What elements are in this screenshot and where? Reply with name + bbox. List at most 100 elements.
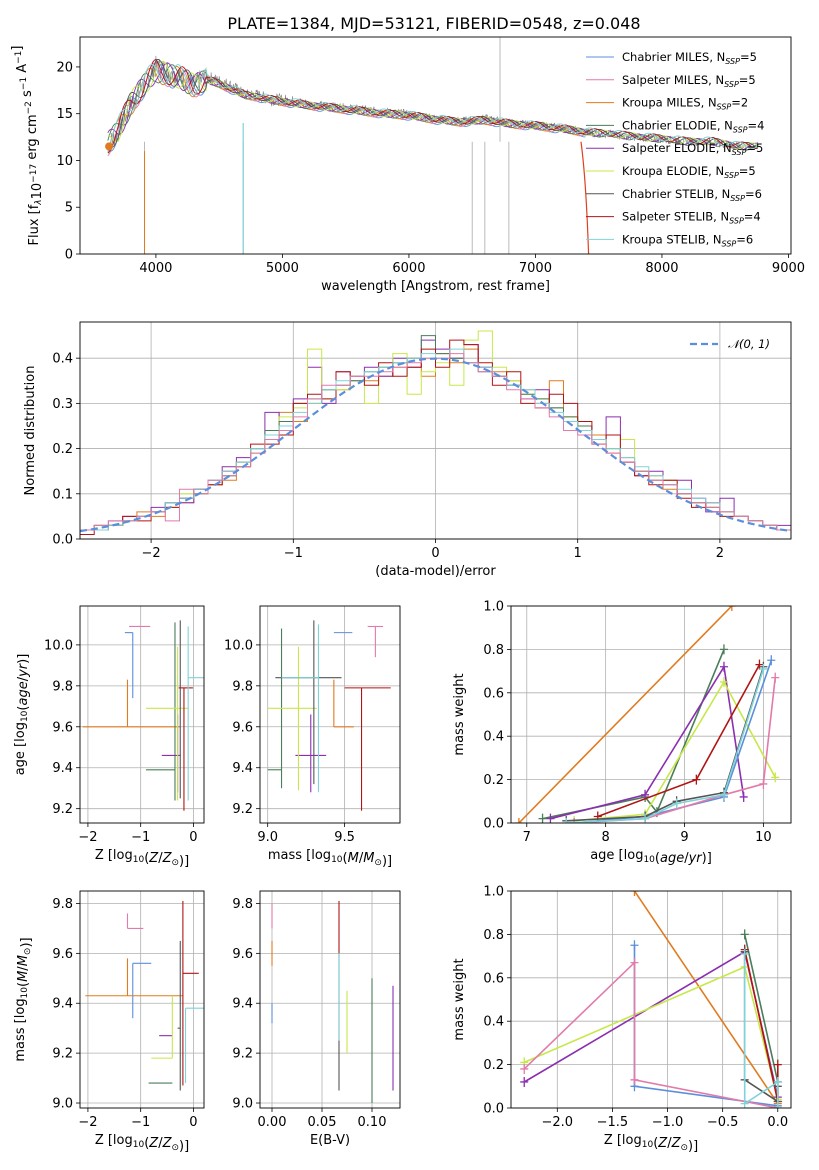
y-tick-label: 1.0 [483,600,504,615]
y-tick-label: 9.6 [52,947,73,962]
residuals-frame [79,321,792,540]
weight_vs_z-frame [510,890,792,1109]
y-tick-label: 0.2 [52,442,73,457]
legend-label: 𝒩(0, 1) [728,337,770,351]
gaussian-curve [80,357,791,533]
mass_vs_ebv-plot-area [271,900,394,1104]
x-tick-label: 9 [680,830,688,845]
x-tick-label: 1 [574,546,582,561]
x-tick-label: 8 [602,830,610,845]
y-tick-label: 0.0 [483,817,504,832]
weight-point [719,661,728,672]
x-tick-label: −1.5 [597,1115,629,1130]
weight-point [773,1076,782,1087]
weight-point [740,1098,749,1108]
x-tick-label: −2 [142,546,161,561]
mass_vs_z-frame [79,890,205,1109]
spectrum-panel: 4000 5000 6000 7000 8000 9000 0 5 10 15 20 waveleng… [10,36,805,294]
y-tick-label: 0.2 [483,1058,504,1073]
weight-point [672,798,681,809]
weight-point [719,676,728,687]
y-tick-label: 9.4 [232,761,253,776]
weight-point [520,1076,529,1087]
age_vs_z-panel: −2 −1 0 9.2 9.4 9.6 9.8 10.0 Z [log10(Z/Z⊙)] age … [13,605,205,869]
x-tick-label: 0.0 [767,1115,788,1130]
weight-point [630,891,639,896]
weight_vs_z-panel: −2.0 −1.5 −1.0 −0.5 0.0 0.0 0.2 0.4 0.6 0.8 1.0 Z [… [452,885,792,1154]
age_vs_mass-plot-area [267,620,391,811]
weight-line [743,934,779,1083]
y-tick-label: 0.6 [483,971,504,986]
weight-point [740,948,749,959]
spectrum-model-drop [580,141,590,254]
y-tick-label: 9.8 [232,679,253,694]
weight-line [743,953,779,1108]
y-tick-label: 0.4 [483,1015,504,1030]
weight_vs_age-xlabel: age [log10(age/yr)] [590,848,712,866]
y-tick-label: 9.4 [232,997,253,1012]
weight-line [574,680,776,822]
x-tick-label: −2 [78,830,97,845]
weight_vs_z-ylabel: mass weight [452,958,467,1040]
y-tick-label: 9.2 [52,1047,73,1062]
mass_vs_ebv-frame [259,890,401,1109]
x-tick-label: 2 [716,546,724,561]
spectrum-plot-area [105,37,759,254]
weight-point [546,813,555,823]
mass_vs_z-panel: −2 −1 0 9.0 9.2 9.4 9.6 9.8 Z [log10(Z/Z⊙)] mass … [13,890,205,1154]
x-tick-label: −1.0 [652,1115,684,1130]
y-tick-label: 9.2 [232,1047,253,1062]
y-tick-label: 20 [56,60,73,75]
legend-label: Salpeter STELIB, NSSP=4 [622,210,761,226]
weight_vs_age-plot-area [514,606,780,823]
mass_vs_ebv-xlabel: E(B-V) [310,1133,350,1148]
x-tick-label: −2.0 [542,1115,574,1130]
x-tick-label: 9.0 [257,830,278,845]
age_vs_z-ylabel: age [log10(age/yr)] [13,654,31,776]
y-tick-label: 5 [65,201,73,216]
weight-point [719,644,728,655]
weight-point [755,659,764,670]
age_vs_mass-xlabel: mass [log10(M/M⊙)] [268,848,392,869]
weight-point [514,818,523,823]
x-tick-label: 0.00 [258,1115,287,1130]
legend-label: Chabrier MILES, NSSP=5 [622,50,757,66]
weight-point [771,672,780,683]
legend-label: Kroupa ELODIE, NSSP=5 [622,164,756,180]
weight_vs_z-xlabel: Z [log10(Z/Z⊙)] [604,1133,698,1154]
weight_vs_age-panel: 7 8 9 10 0.0 0.2 0.4 0.6 0.8 1.0 age [log10(age/yr… [452,600,792,866]
x-tick-label: 0.10 [358,1115,387,1130]
y-tick-label: 0.0 [52,533,73,548]
y-tick-label: 0 [65,248,73,263]
x-tick-label: 4000 [139,261,172,276]
x-tick-label: 0 [431,546,439,561]
weight-point [630,957,639,968]
spectrum-model-line [107,58,758,154]
y-tick-label: 9.6 [52,720,73,735]
legend-label: Chabrier ELODIE, NSSP=4 [622,118,764,134]
weight-line [550,664,745,820]
weight-point [562,818,571,823]
spectrum-frame [79,36,792,255]
weight-point [520,1063,529,1074]
y-tick-label: 9.2 [52,802,73,817]
weight-point [692,774,701,785]
legend-label: Chabrier STELIB, NSSP=6 [622,187,762,203]
x-tick-label: −1 [131,830,150,845]
spectrum-model-line [107,64,758,152]
y-tick-label: 0.1 [52,487,73,502]
y-tick-label: 9.4 [52,997,73,1012]
weight-point [759,663,768,674]
figure-title: PLATE=1384, MJD=53121, FIBERID=0548, z=0… [227,14,640,33]
weight-line [518,606,733,823]
mass_vs_z-plot-area [85,900,204,1091]
y-tick-label: 9.8 [232,897,253,912]
y-tick-label: 0.8 [483,928,504,943]
y-tick-label: 0.2 [483,773,504,788]
x-tick-label: 6000 [392,261,425,276]
weight-point [630,940,639,951]
y-tick-label: 10.0 [44,638,73,653]
x-tick-label: 0 [189,830,197,845]
y-tick-label: 10 [56,154,73,169]
weight-line [633,891,779,1105]
